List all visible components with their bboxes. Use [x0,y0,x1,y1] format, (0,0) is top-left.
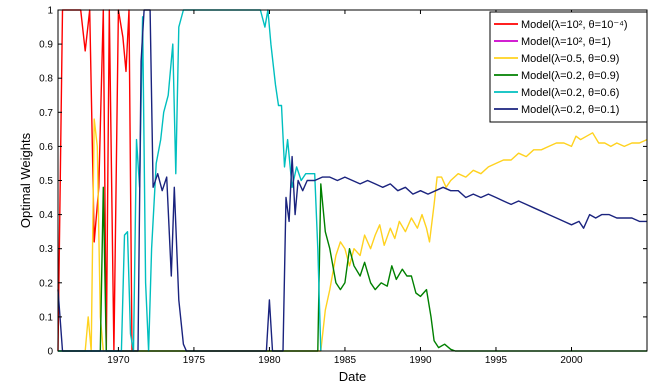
y-tick-label: 0.5 [39,176,53,187]
x-tick-label: 1975 [183,355,206,366]
series-line-1 [57,9,133,352]
x-tick-label: 1995 [485,355,508,366]
legend-label: Model(λ=0.2, θ=0.1) [521,104,619,116]
y-tick-label: 0.2 [39,278,53,289]
series-line-4 [58,183,647,352]
y-tick-label: 0.7 [39,108,53,119]
x-tick-label: 1990 [409,355,432,366]
legend-box [489,11,648,123]
x-tick-label: 1985 [334,355,357,366]
legend-label: Model(λ=0.2, θ=0.9) [521,70,619,82]
legend: Model(λ=10², θ=10⁻⁴) Model(λ=10², θ=1) Mod… [489,11,648,123]
y-tick-label: 1 [47,6,53,17]
axis-ticks: 0 0.1 0.2 0.3 0.4 0.5 0.6 0.7 0.8 0.9 1 1970 1975 198… [39,6,647,366]
series-line-6 [57,9,647,352]
series-line-5 [58,9,322,352]
x-tick-label: 2000 [560,355,583,366]
x-tick-label: 1980 [258,355,281,366]
y-axis-label: Optimal Weights [18,132,33,228]
x-tick-label: 1970 [107,355,130,366]
y-tick-label: 0.6 [39,142,53,153]
legend-label: Model(λ=10², θ=10⁻⁴) [521,19,628,31]
legend-label: Model(λ=0.2, θ=0.6) [521,87,619,99]
y-tick-label: 0.3 [39,244,53,255]
plot-lines [57,9,648,352]
y-tick-label: 0.1 [39,312,53,323]
legend-label: Model(λ=0.5, θ=0.9) [521,53,619,65]
y-tick-label: 0.9 [39,40,53,51]
y-tick-label: 0.4 [39,210,53,221]
y-tick-label: 0 [47,347,53,358]
y-tick-label: 0.8 [39,74,53,85]
x-axis-label: Date [339,369,366,384]
legend-label: Model(λ=10², θ=1) [521,36,611,48]
